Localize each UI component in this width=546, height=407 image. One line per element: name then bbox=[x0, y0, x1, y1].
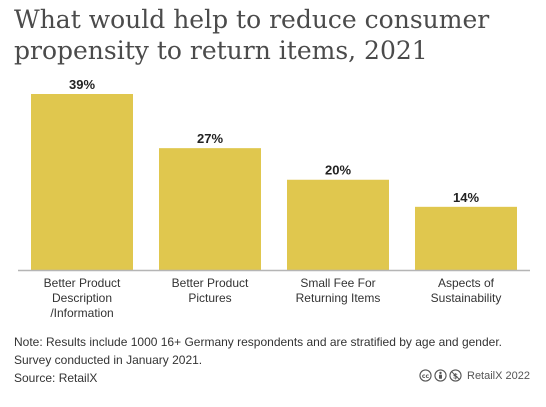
credit: cc $ RetailX 2022 bbox=[419, 369, 530, 382]
chart-note: Note: Results include 1000 16+ Germany r… bbox=[14, 333, 534, 387]
category-label-3: Small Fee For Returning Items bbox=[296, 276, 381, 305]
category-label-1: Better Product Description/Information bbox=[44, 276, 121, 320]
value-label-2: 27% bbox=[197, 131, 223, 146]
non-commercial-icon: $ bbox=[449, 369, 462, 382]
bar-4 bbox=[415, 206, 517, 270]
bar-3 bbox=[287, 179, 389, 270]
category-label-2: Better Product Pictures bbox=[172, 276, 249, 305]
category-label-4: Aspects of Sustainability bbox=[431, 276, 502, 305]
cc-icon: cc bbox=[419, 369, 432, 382]
source-text: Source: RetailX bbox=[14, 371, 98, 385]
note-text: Note: Results include 1000 16+ Germany r… bbox=[14, 335, 502, 349]
bar-chart: 39% Better Product Description/Information… bbox=[18, 77, 530, 320]
value-label-3: 20% bbox=[325, 163, 351, 178]
value-label-1: 39% bbox=[69, 77, 95, 92]
svg-text:cc: cc bbox=[422, 373, 430, 380]
credit-text: RetailX 2022 bbox=[467, 369, 530, 382]
survey-date-text: Survey conducted in January 2021. bbox=[14, 353, 203, 367]
chart-title: What would help to reduce consumer prope… bbox=[14, 5, 490, 65]
value-label-4: 14% bbox=[453, 190, 479, 205]
attribution-icon bbox=[434, 369, 447, 382]
bar-2 bbox=[159, 148, 261, 270]
bar-1 bbox=[31, 94, 133, 270]
